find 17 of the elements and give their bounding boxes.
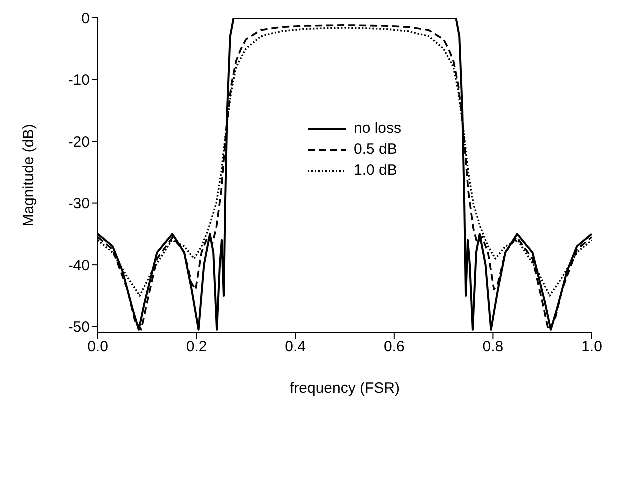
x-tick-label: 0.8: [482, 338, 504, 356]
y-tick-label: 0: [82, 10, 90, 28]
y-tick-label: -40: [68, 257, 90, 274]
x-axis-title: frequency (FSR): [290, 380, 400, 397]
legend-label: no loss: [354, 120, 402, 137]
x-tick-label: 0.0: [88, 338, 108, 356]
x-tick-label: 0.6: [384, 338, 405, 356]
y-tick-label: -10: [68, 72, 90, 90]
y-axis-title: Magnitude (dB): [20, 124, 38, 227]
y-tick-label: -50: [68, 319, 90, 336]
y-tick-label: -20: [68, 134, 90, 151]
x-tick-label: 0.4: [285, 338, 306, 356]
legend-label: 1.0 dB: [354, 162, 398, 179]
x-tick-label: 1.0: [582, 338, 602, 356]
legend-label: 0.5 dB: [354, 141, 398, 158]
x-tick-label: 0.2: [186, 338, 208, 356]
y-tick-label: -30: [68, 196, 90, 213]
